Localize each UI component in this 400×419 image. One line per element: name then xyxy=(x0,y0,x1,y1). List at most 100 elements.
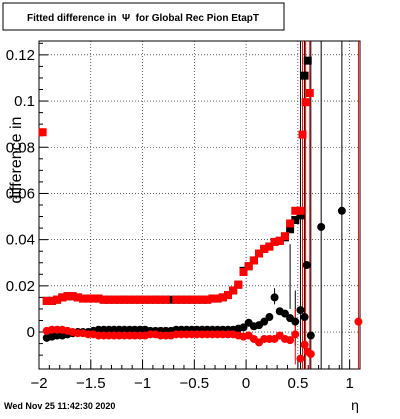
y-axis-label: difference in xyxy=(8,117,25,204)
data-point-circle xyxy=(296,354,305,363)
data-point-square xyxy=(234,280,243,289)
data-point-square xyxy=(203,295,212,304)
data-point-circle xyxy=(280,309,289,318)
data-point-square xyxy=(53,295,62,304)
data-point-square xyxy=(47,296,56,305)
data-point-square xyxy=(218,293,227,302)
data-point-circle xyxy=(337,206,346,215)
data-point-square xyxy=(120,295,129,304)
x-tick-label: 0.5 xyxy=(287,375,308,392)
data-point-square xyxy=(303,56,312,65)
data-point-circle xyxy=(302,261,311,270)
data-point-square xyxy=(182,295,191,304)
data-point-square xyxy=(115,295,124,304)
y-tick-label: 0 xyxy=(27,324,35,341)
data-point-circle xyxy=(286,336,295,345)
data-point-circle xyxy=(291,317,300,326)
data-point-square xyxy=(79,294,88,303)
x-tick-label: 1 xyxy=(345,375,353,392)
data-point-square xyxy=(301,98,310,107)
data-point-circle xyxy=(306,331,315,340)
data-point-circle xyxy=(300,313,309,322)
x-tick-label: −2 xyxy=(30,375,47,392)
y-tick-label: 0.12 xyxy=(6,47,35,64)
data-point-square xyxy=(58,293,67,302)
data-point-square xyxy=(213,294,222,303)
data-point-square xyxy=(296,206,305,215)
x-tick-label: 0 xyxy=(242,375,250,392)
data-point-circle xyxy=(317,222,326,231)
data-point-square xyxy=(249,256,258,265)
data-point-square xyxy=(172,295,181,304)
title-box xyxy=(2,2,285,31)
data-point-square xyxy=(89,294,98,303)
data-point-square xyxy=(192,295,201,304)
x-tick-labels: −2 −1.5 −1 −0.5 0 0.5 1 xyxy=(30,375,353,392)
data-point-square xyxy=(151,295,160,304)
y-tick-label: 0.04 xyxy=(6,232,35,249)
data-point-square xyxy=(104,295,113,304)
data-point-square xyxy=(130,295,139,304)
data-point-circle xyxy=(354,317,363,326)
data-point-square xyxy=(38,128,47,137)
y-tick-label: 0.1 xyxy=(14,93,35,110)
data-point-square xyxy=(298,130,307,139)
data-point-circle xyxy=(239,323,248,332)
data-point-square xyxy=(110,295,119,304)
data-point-circle xyxy=(291,330,300,339)
y-tick-label: 0.08 xyxy=(6,139,35,156)
data-point-square xyxy=(296,211,305,220)
data-point-square xyxy=(291,216,300,225)
chart-title: Fitted difference in Ψ for Global Rec Pi… xyxy=(27,13,259,24)
data-point-square xyxy=(239,267,248,276)
y-tick-labels: 0 0.02 0.04 0.06 0.08 0.1 0.12 xyxy=(6,47,35,341)
data-point-square xyxy=(280,232,289,241)
data-point-square xyxy=(223,291,232,300)
data-point-square xyxy=(42,296,51,305)
data-point-circle xyxy=(265,313,274,322)
data-point-circle xyxy=(270,293,279,302)
data-point-square xyxy=(94,294,103,303)
data-point-square xyxy=(291,206,300,215)
data-point-circle xyxy=(260,317,269,326)
data-point-square xyxy=(156,295,165,304)
data-point-square xyxy=(73,293,82,302)
data-point-circle xyxy=(296,306,305,315)
data-point-square xyxy=(275,236,284,245)
data-point-square xyxy=(229,286,238,295)
x-tick-label: −1 xyxy=(134,375,151,392)
data-point-square xyxy=(84,294,93,303)
data-point-square xyxy=(167,295,176,304)
data-point-square xyxy=(135,295,144,304)
x-tick-label: −1.5 xyxy=(76,375,106,392)
data-point-square xyxy=(146,295,155,304)
data-point-square xyxy=(63,292,72,301)
data-point-square xyxy=(270,237,279,246)
data-point-square xyxy=(265,242,274,251)
data-point-square xyxy=(125,295,134,304)
data-point-square xyxy=(99,295,108,304)
data-point-square xyxy=(198,295,207,304)
data-point-square xyxy=(286,219,295,228)
data-point-square xyxy=(161,295,170,304)
data-point-square xyxy=(68,292,77,301)
data-point-square xyxy=(208,294,217,303)
y-tick-label: 0.06 xyxy=(6,185,35,202)
data-point-circle xyxy=(306,349,315,358)
data-point-square xyxy=(244,262,253,271)
data-point-square xyxy=(177,295,186,304)
data-point-square xyxy=(141,295,150,304)
data-point-circle xyxy=(300,340,309,349)
data-point-square xyxy=(260,244,269,253)
data-point-square xyxy=(300,71,309,80)
x-axis-label: η xyxy=(351,397,359,413)
data-point-square xyxy=(255,249,264,258)
y-tick-label: 0.02 xyxy=(6,278,35,295)
data-point-square xyxy=(305,88,314,97)
data-point-square xyxy=(286,225,295,234)
x-tick-label: −0.5 xyxy=(180,375,210,392)
footer-timestamp: Wed Nov 25 11:42:30 2020 xyxy=(4,401,115,411)
data-markers xyxy=(38,56,363,363)
